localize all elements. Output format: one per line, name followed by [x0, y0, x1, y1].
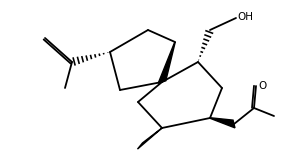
Polygon shape — [137, 128, 162, 149]
Polygon shape — [210, 118, 235, 128]
Polygon shape — [158, 42, 175, 83]
Text: OH: OH — [237, 12, 253, 22]
Text: O: O — [258, 81, 266, 91]
